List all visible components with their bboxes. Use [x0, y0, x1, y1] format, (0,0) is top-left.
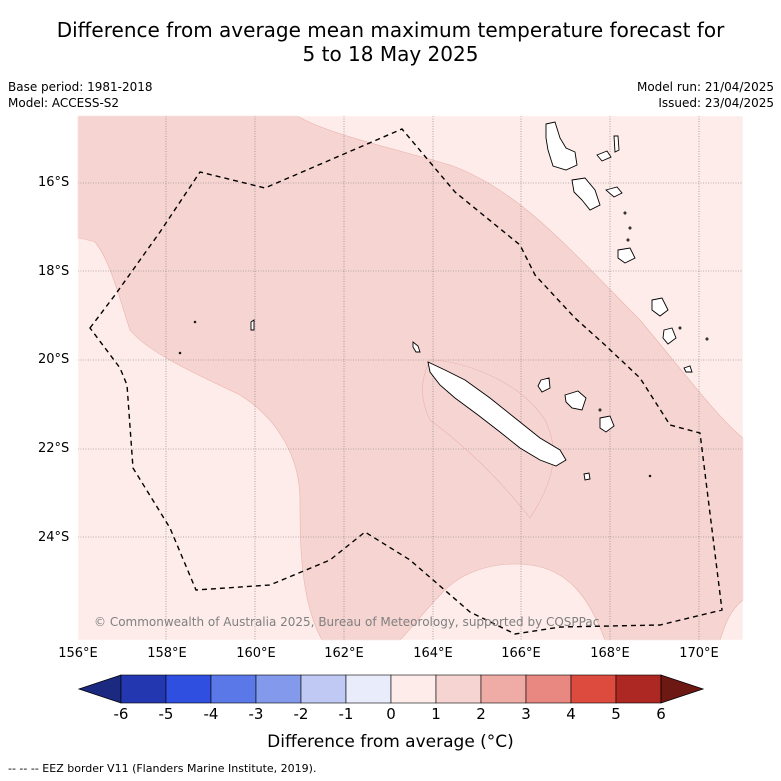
lat-label-18s: 18°S	[38, 264, 70, 279]
colorbar-swatch	[165, 674, 212, 704]
island-mare	[599, 415, 615, 433]
island-pines	[583, 472, 591, 481]
island-belep	[412, 341, 421, 353]
colorbar-swatch	[345, 674, 392, 704]
colorbar-tick-label: 1	[431, 705, 441, 723]
gridlines	[78, 116, 743, 640]
island-efate	[617, 247, 636, 264]
title-line-2: 5 to 18 May 2025	[302, 42, 479, 66]
islet-7	[705, 337, 709, 341]
colorbar-swatch	[120, 674, 167, 704]
colorbar-tick-label: 0	[386, 705, 396, 723]
lon-label-168e: 168°E	[590, 646, 630, 661]
island-ouvea	[537, 377, 551, 393]
colorbar-tick-label: 6	[656, 705, 666, 723]
lon-label-170e: 170°E	[679, 646, 719, 661]
colorbar-swatch	[435, 674, 482, 704]
island-erromango	[651, 297, 669, 317]
colorbar-extend-low	[77, 674, 122, 704]
colorbar-swatch	[300, 674, 347, 704]
chart-title: Difference from average mean maximum tem…	[0, 18, 781, 66]
lon-label-162e: 162°E	[324, 646, 364, 661]
lat-label-20s: 20°S	[38, 352, 70, 367]
islet-3	[623, 211, 627, 215]
colorbar-tick-label: -2	[293, 705, 309, 723]
colorbar-swatch	[210, 674, 257, 704]
colorbar-tick-label: -5	[158, 705, 174, 723]
island-tanna	[662, 327, 677, 345]
island-chesterfield	[250, 319, 255, 331]
meta-right: Model run: 21/04/2025 Issued: 23/04/2025	[637, 79, 774, 111]
island-aneityum	[683, 365, 693, 373]
colorbar-swatch	[570, 674, 617, 704]
meta-left: Base period: 1981-2018 Model: ACCESS-S2	[8, 79, 153, 111]
colorbar-swatch	[255, 674, 302, 704]
colorbar-swatch	[525, 674, 572, 704]
island-malakula	[571, 177, 601, 211]
lon-label-160e: 160°E	[236, 646, 276, 661]
colorbar-label: Difference from average (°C)	[267, 732, 514, 752]
island-malo	[596, 150, 612, 162]
colorbar-tick-label: 5	[611, 705, 621, 723]
colorbar-swatch	[615, 674, 662, 704]
island-ambrym	[605, 186, 623, 198]
eez-border	[89, 128, 723, 635]
islet-9	[648, 474, 652, 478]
colorbar-swatch	[480, 674, 527, 704]
anomaly-region-1-2	[77, 115, 744, 641]
island-pentecost	[613, 135, 620, 153]
colorbar	[77, 674, 705, 704]
title-line-1: Difference from average mean maximum tem…	[56, 18, 725, 42]
lon-label-164e: 164°E	[413, 646, 453, 661]
lat-label-24s: 24°S	[38, 530, 70, 545]
model-run: Model run: 21/04/2025	[636, 80, 774, 94]
lon-label-166e: 166°E	[501, 646, 541, 661]
islet-2	[178, 351, 182, 355]
islet-6	[678, 326, 682, 330]
islet-5	[626, 238, 630, 242]
island-lifou	[564, 390, 587, 411]
island-espiritu-santo	[545, 121, 578, 171]
issued-date: Issued: 23/04/2025	[658, 96, 774, 110]
copyright-watermark: © Commonwealth of Australia 2025, Bureau…	[94, 615, 599, 629]
colorbar-tick-label: -6	[113, 705, 129, 723]
lon-label-158e: 158°E	[147, 646, 187, 661]
colorbar-tick-label: -4	[203, 705, 219, 723]
islet-8	[598, 408, 602, 412]
colorbar-tick-label: 4	[566, 705, 576, 723]
model-name: Model: ACCESS-S2	[8, 96, 120, 110]
colorbar-tick-label: -1	[338, 705, 354, 723]
island-grande-terre	[427, 361, 567, 467]
islet-4	[628, 226, 632, 230]
colorbar-tick-label: 2	[476, 705, 486, 723]
lat-label-22s: 22°S	[38, 441, 70, 456]
colorbar-tick-label: -3	[248, 705, 264, 723]
lon-label-156e: 156°E	[58, 646, 98, 661]
coastlines	[178, 121, 709, 481]
colorbar-swatch	[390, 674, 437, 704]
colorbar-extend-high	[660, 674, 705, 704]
base-period: Base period: 1981-2018	[8, 80, 153, 94]
eez-footer-note: -- -- -- EEZ border V11 (Flanders Marine…	[8, 762, 317, 775]
islet-1	[193, 320, 197, 324]
map-frame	[77, 115, 744, 641]
lat-label-16s: 16°S	[38, 175, 70, 190]
colorbar-tick-label: 3	[521, 705, 531, 723]
